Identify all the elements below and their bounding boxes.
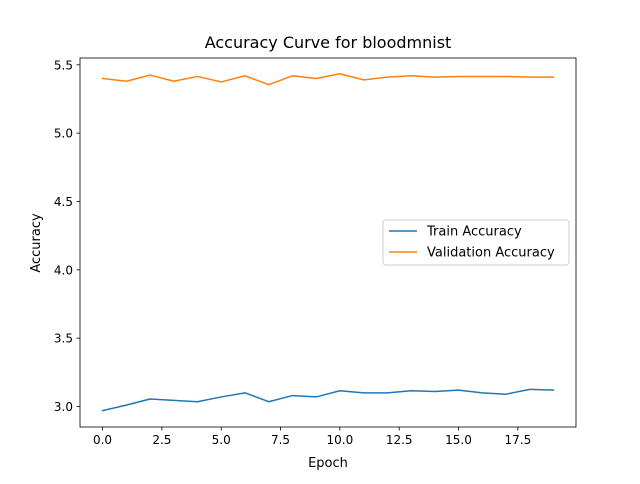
- x-tick-label: 10.0: [327, 433, 354, 447]
- y-tick-label: 3.0: [54, 400, 73, 414]
- legend-label-train: Train Accuracy: [426, 225, 522, 240]
- x-axis-label: Epoch: [308, 456, 348, 471]
- x-tick-label: 2.5: [152, 433, 171, 447]
- legend-box: [382, 219, 570, 266]
- x-tick-label: 15.0: [445, 433, 472, 447]
- legend-label-validation: Validation Accuracy: [427, 246, 555, 261]
- x-tick-label: 7.5: [271, 433, 290, 447]
- x-tick-label: 0.0: [93, 433, 112, 447]
- axes-frame: [79, 57, 577, 428]
- x-tick-label: 5.0: [212, 433, 231, 447]
- y-tick-label: 5.0: [54, 127, 73, 141]
- plot-area: 0.0 2.5 5.0 7.5 10.0 12.5 15.0 17.5 3.0 3.5 4.0 4.5…: [54, 57, 577, 447]
- series-line-train: [101, 388, 555, 412]
- series-line-validation: [101, 72, 555, 86]
- x-tick-label: 12.5: [386, 433, 413, 447]
- y-tick-label: 3.5: [54, 332, 73, 346]
- x-tick-label: 17.5: [504, 433, 531, 447]
- y-axis-label: Accuracy: [29, 213, 44, 273]
- y-tick-label: 5.5: [54, 58, 73, 72]
- chart-title: Accuracy Curve for bloodmnist: [205, 33, 452, 52]
- legend: Train Accuracy Validation Accuracy: [382, 219, 570, 266]
- y-tick-label: 4.0: [54, 263, 73, 277]
- y-tick-label: 4.5: [54, 195, 73, 209]
